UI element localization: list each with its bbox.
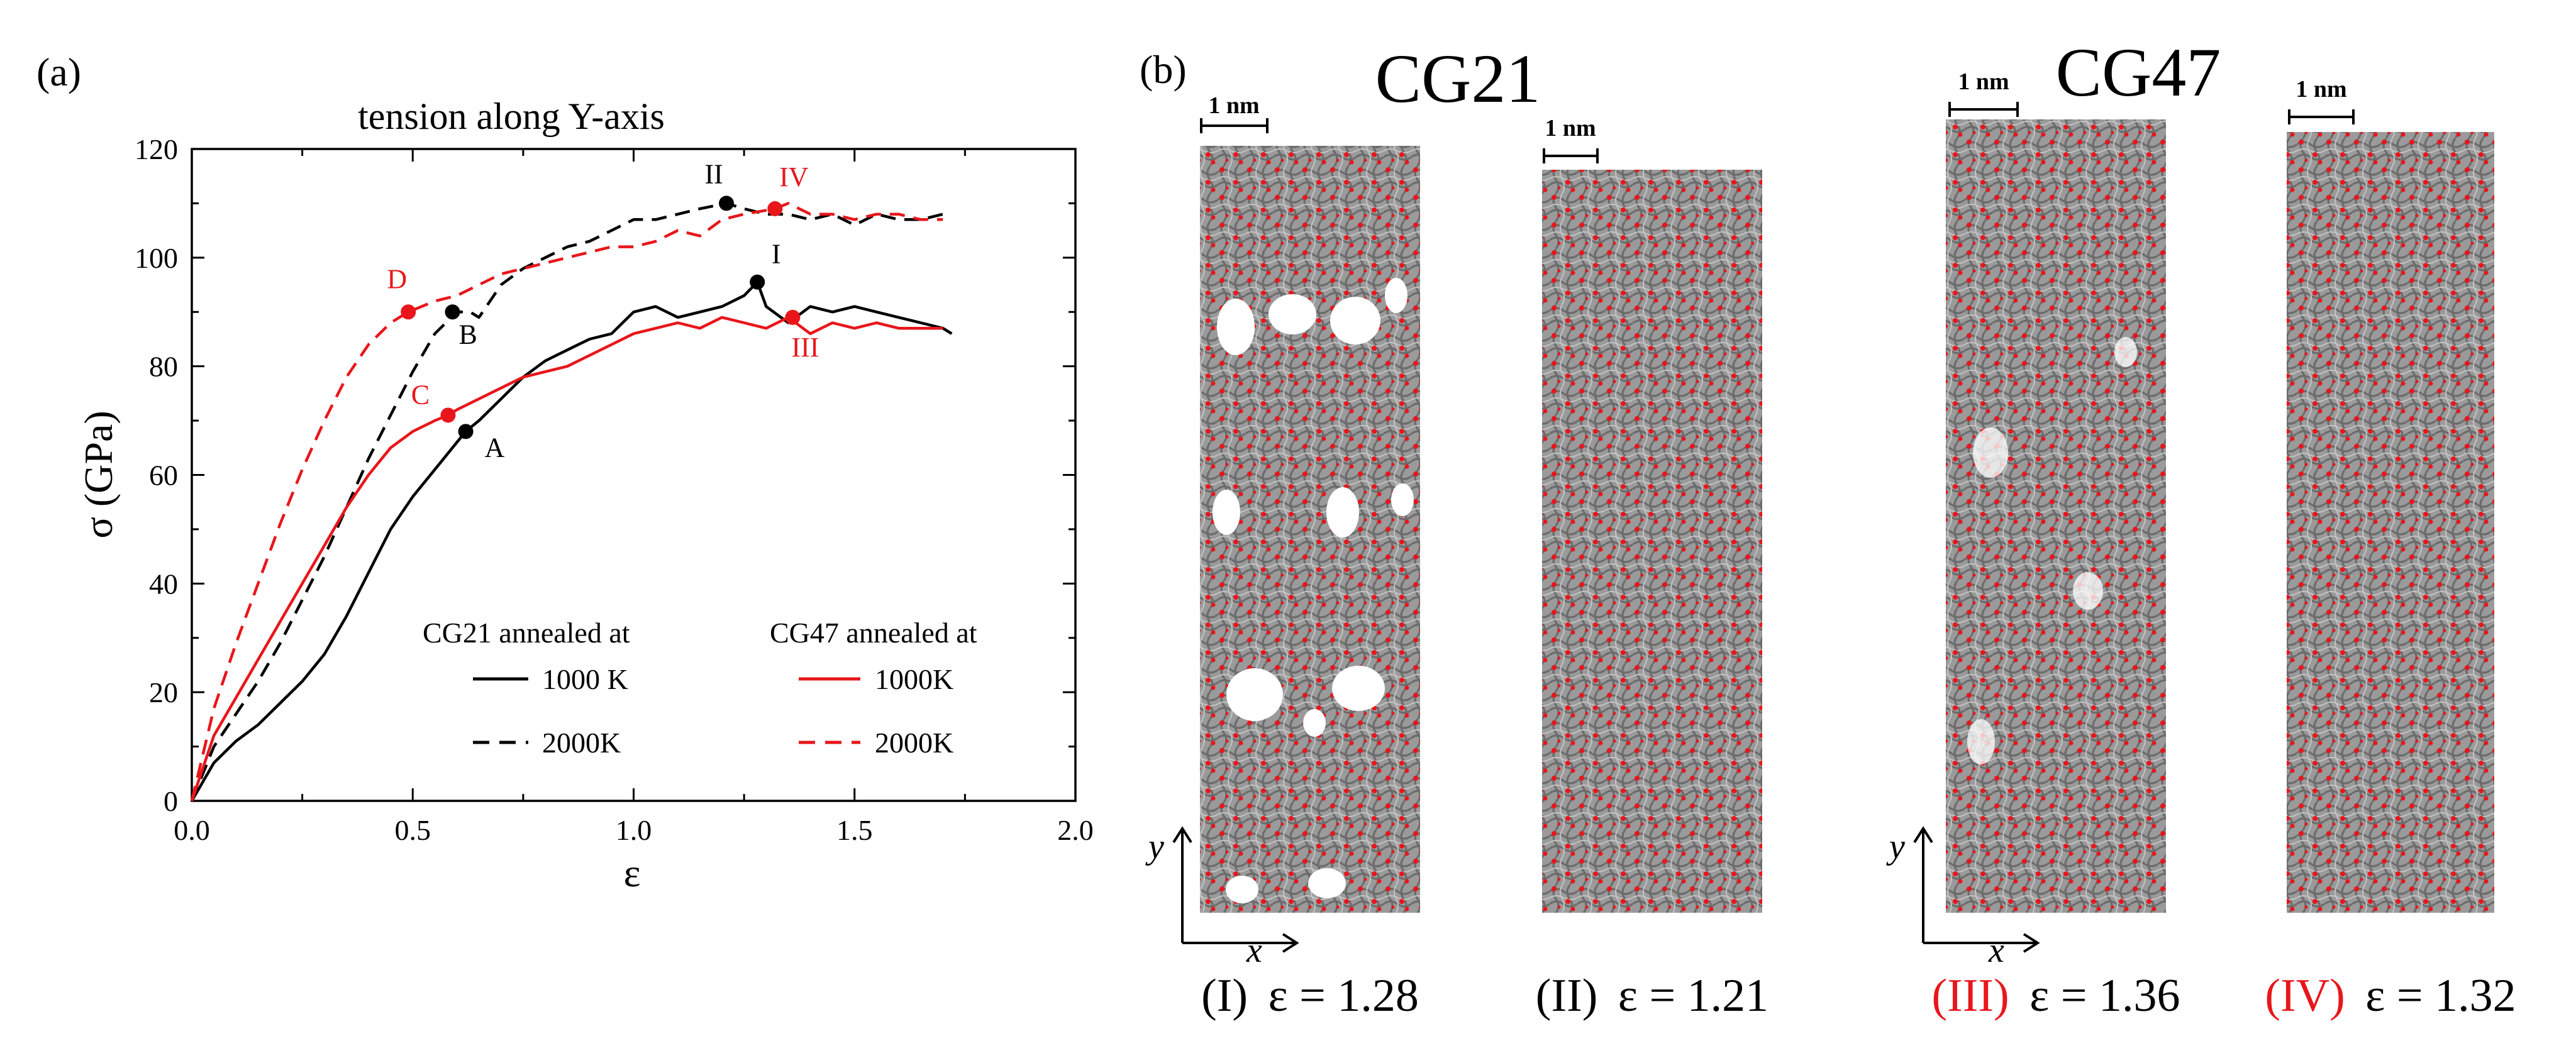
- legend-cg21-title: CG21 annealed at: [423, 617, 630, 649]
- x-axis-label: ε: [624, 851, 641, 895]
- panel-b-label: (b): [1140, 47, 1187, 92]
- coord-axes-cg21-y: y: [1145, 827, 1164, 866]
- caption-iv-strain: ε = 1.32: [2365, 970, 2516, 1022]
- caption-i: (I) ε = 1.28: [1201, 970, 1419, 1022]
- legend-cg47-title: CG47 annealed at: [770, 617, 977, 649]
- marker-label-d: D: [387, 263, 407, 294]
- caption-ii-roman: (II): [1536, 970, 1598, 1022]
- snapshot-i-voids: [1213, 278, 1414, 903]
- x-tick-label: 0.0: [174, 814, 210, 846]
- marker-i: [750, 274, 765, 290]
- legend: CG21 annealed at 1000 K 2000K CG47 annea…: [423, 617, 977, 759]
- chart-title: tension along Y-axis: [358, 96, 665, 137]
- y-tick-label: 40: [149, 568, 178, 600]
- panel-a-label: (a): [36, 50, 81, 94]
- marker-label-i: I: [772, 239, 781, 270]
- x-tick-label: 0.5: [395, 814, 431, 846]
- x-tick-label: 1.0: [616, 814, 652, 846]
- x-ticks: [191, 149, 1077, 801]
- x-tick-label: 1.5: [836, 814, 873, 846]
- caption-i-strain: ε = 1.28: [1269, 970, 1419, 1022]
- scale-bar-iv-label: 1 nm: [2296, 76, 2346, 102]
- coord-axes-cg47-x: x: [1988, 931, 2004, 970]
- series-line-cg21-dashed: [190, 202, 943, 801]
- marker-c: [440, 407, 456, 423]
- y-tick-label: 100: [135, 242, 178, 274]
- coord-axes-cg47: [1913, 826, 2040, 953]
- x-tick-label: 2.0: [1057, 814, 1094, 846]
- caption-iii-strain: ε = 1.36: [2029, 970, 2180, 1022]
- marker-label-iv: IV: [779, 162, 809, 192]
- cg47-title: CG47: [2056, 34, 2221, 111]
- scale-bar-i-label: 1 nm: [1208, 92, 1259, 119]
- marker-label-a: A: [485, 432, 505, 463]
- coord-axes-cg21-x: x: [1246, 931, 1262, 970]
- caption-iv-roman: (IV): [2265, 970, 2345, 1022]
- coord-axes-cg21: [1172, 826, 1299, 953]
- caption-ii: (II) ε = 1.21: [1536, 970, 1768, 1022]
- marker-label-c: C: [411, 379, 430, 410]
- snapshot-ii-image: [1542, 170, 1762, 913]
- y-ticks: [192, 148, 1075, 802]
- marker-ii: [719, 196, 735, 211]
- scale-bar-iii-label: 1 nm: [1958, 69, 2009, 95]
- legend-label-cg21-1000k: 1000 K: [542, 663, 628, 695]
- snapshot-i-image: [1200, 146, 1420, 913]
- series-layer: [190, 202, 953, 802]
- y-axis-label: σ (GPa): [76, 410, 121, 538]
- legend-label-cg47-2000k: 2000K: [875, 727, 953, 759]
- snapshot-iv: 1 nm: [2287, 76, 2494, 913]
- marker-iv: [767, 201, 783, 217]
- y-tick-label: 20: [149, 676, 178, 708]
- caption-iii: (III) ε = 1.36: [1931, 970, 2180, 1022]
- y-tick-label: 120: [135, 133, 178, 165]
- marker-label-b: B: [458, 319, 477, 350]
- marker-iii: [785, 309, 801, 325]
- marker-label-ii: II: [704, 158, 723, 189]
- snapshot-ii: 1 nm: [1542, 115, 1762, 913]
- y-tick-label: 80: [149, 351, 178, 383]
- cg21-title: CG21: [1375, 40, 1541, 117]
- plot-frame: [191, 148, 1077, 802]
- series-line-cg47-dashed: [190, 202, 943, 801]
- series-line-cg47-solid: [190, 316, 943, 801]
- series-line-cg21-solid: [191, 280, 953, 802]
- caption-ii-strain: ε = 1.21: [1618, 970, 1768, 1022]
- legend-label-cg47-1000k: 1000K: [875, 663, 953, 695]
- snapshot-iii-image: [1946, 119, 2166, 913]
- snapshot-iii: 1 nm: [1946, 69, 2166, 913]
- legend-label-cg21-2000k: 2000K: [542, 727, 621, 759]
- marker-d: [401, 304, 416, 320]
- caption-iii-roman: (III): [1931, 970, 2009, 1022]
- y-tick-label: 0: [164, 785, 178, 817]
- y-tick-labels: 0 20 40 60 80 100 120: [135, 133, 178, 817]
- coord-axes-cg47-y: y: [1886, 827, 1905, 866]
- caption-i-roman: (I): [1201, 970, 1248, 1022]
- marker-b: [445, 304, 460, 320]
- marker-label-iii: III: [791, 332, 819, 363]
- marker-a: [458, 424, 474, 439]
- snapshot-iii-voids: [1967, 337, 2137, 764]
- caption-iv: (IV) ε = 1.32: [2265, 970, 2516, 1022]
- scale-bar-ii-label: 1 nm: [1545, 115, 1596, 141]
- snapshot-i: 1 nm: [1200, 92, 1420, 913]
- snapshot-iv-image: [2287, 132, 2494, 913]
- x-tick-labels: 0.0 0.5 1.0 1.5 2.0: [174, 814, 1094, 846]
- y-tick-label: 60: [149, 460, 178, 492]
